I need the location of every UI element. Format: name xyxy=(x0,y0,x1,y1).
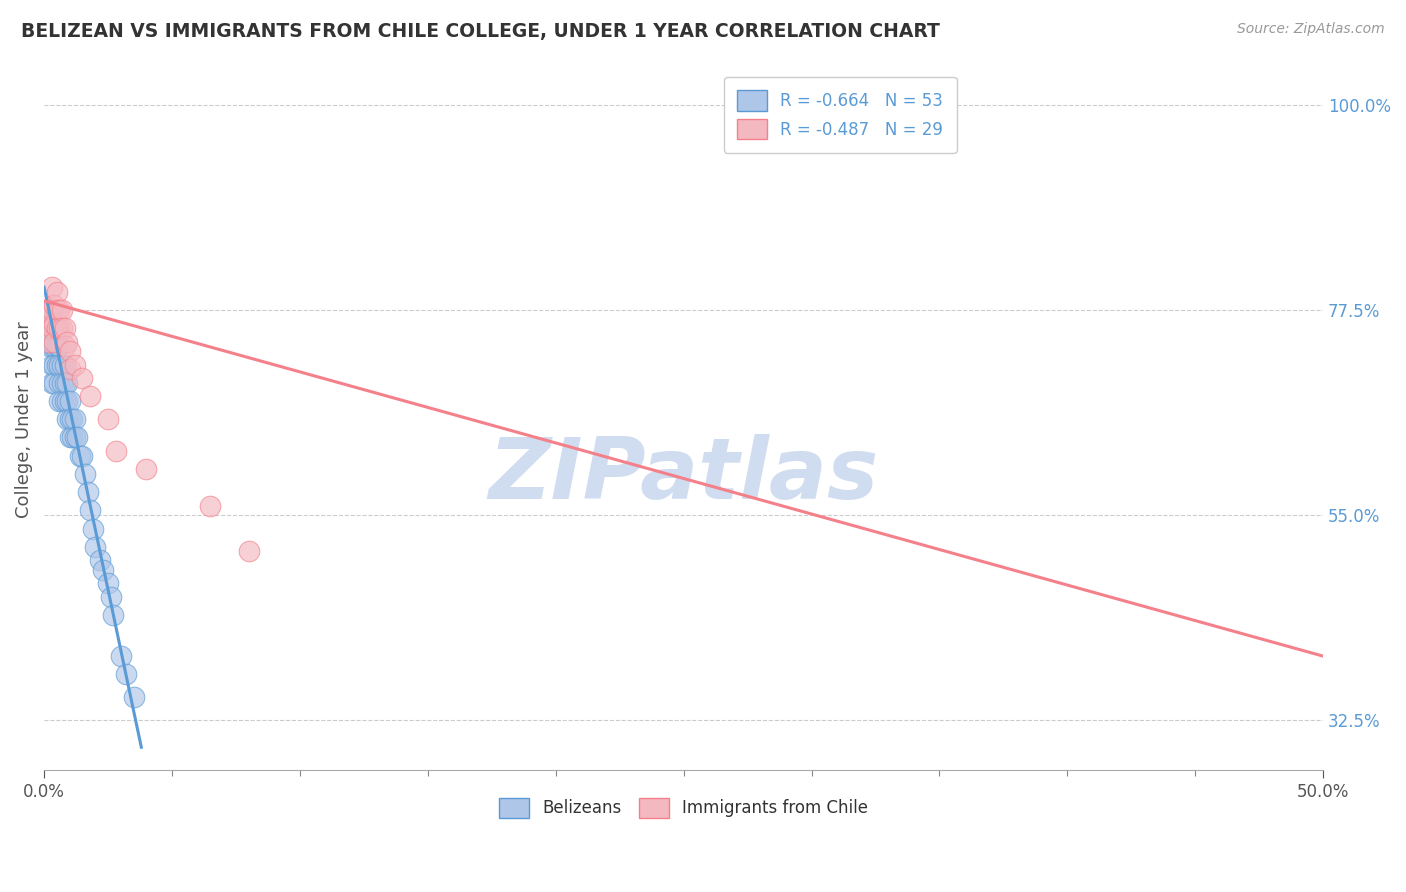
Point xyxy=(53,339,76,353)
Point xyxy=(97,412,120,426)
Point xyxy=(59,430,82,444)
Point xyxy=(45,302,67,317)
Point xyxy=(51,302,73,317)
Point xyxy=(56,376,79,390)
Point xyxy=(48,339,70,353)
Point xyxy=(59,362,82,376)
Point xyxy=(41,376,63,390)
Point xyxy=(44,358,66,372)
Y-axis label: College, Under 1 year: College, Under 1 year xyxy=(15,321,32,517)
Point xyxy=(79,389,101,403)
Point xyxy=(97,576,120,591)
Point xyxy=(51,321,73,335)
Point xyxy=(53,376,76,390)
Point xyxy=(41,302,63,317)
Point xyxy=(44,339,66,353)
Point xyxy=(44,321,66,335)
Point xyxy=(44,334,66,349)
Point xyxy=(91,563,114,577)
Point xyxy=(38,334,60,349)
Point xyxy=(41,321,63,335)
Point xyxy=(104,444,127,458)
Point xyxy=(115,667,138,681)
Point xyxy=(72,371,94,385)
Point xyxy=(45,339,67,353)
Point xyxy=(53,394,76,409)
Point xyxy=(63,412,86,426)
Point xyxy=(73,467,96,481)
Point xyxy=(51,394,73,409)
Point xyxy=(56,412,79,426)
Point xyxy=(53,358,76,372)
Point xyxy=(69,449,91,463)
Point xyxy=(48,302,70,317)
Point xyxy=(41,358,63,372)
Point xyxy=(41,339,63,353)
Point xyxy=(110,649,132,664)
Point xyxy=(44,317,66,331)
Text: BELIZEAN VS IMMIGRANTS FROM CHILE COLLEGE, UNDER 1 YEAR CORRELATION CHART: BELIZEAN VS IMMIGRANTS FROM CHILE COLLEG… xyxy=(21,22,941,41)
Point xyxy=(56,334,79,349)
Point xyxy=(35,321,58,335)
Point xyxy=(122,690,145,705)
Point xyxy=(45,321,67,335)
Point xyxy=(60,412,83,426)
Point xyxy=(38,317,60,331)
Point xyxy=(59,394,82,409)
Point xyxy=(63,430,86,444)
Point xyxy=(82,522,104,536)
Point xyxy=(79,503,101,517)
Point xyxy=(48,376,70,390)
Point xyxy=(59,343,82,358)
Point xyxy=(84,540,107,554)
Point xyxy=(41,302,63,317)
Point xyxy=(100,590,122,604)
Point xyxy=(45,358,67,372)
Point xyxy=(41,321,63,335)
Point xyxy=(60,430,83,444)
Point xyxy=(41,280,63,294)
Point xyxy=(45,285,67,299)
Point xyxy=(51,376,73,390)
Point xyxy=(35,302,58,317)
Point xyxy=(48,358,70,372)
Point xyxy=(38,302,60,317)
Point xyxy=(48,394,70,409)
Point xyxy=(101,608,124,623)
Point xyxy=(76,485,98,500)
Point xyxy=(44,376,66,390)
Point xyxy=(72,449,94,463)
Point xyxy=(48,321,70,335)
Point xyxy=(38,321,60,335)
Legend: Belizeans, Immigrants from Chile: Belizeans, Immigrants from Chile xyxy=(492,791,875,825)
Point xyxy=(35,302,58,317)
Point xyxy=(238,544,260,558)
Text: Source: ZipAtlas.com: Source: ZipAtlas.com xyxy=(1237,22,1385,37)
Point xyxy=(56,394,79,409)
Point xyxy=(89,553,111,567)
Point xyxy=(135,462,157,476)
Point xyxy=(45,321,67,335)
Point xyxy=(51,358,73,372)
Point xyxy=(200,499,222,513)
Point xyxy=(63,358,86,372)
Text: ZIPatlas: ZIPatlas xyxy=(488,434,879,516)
Point xyxy=(53,321,76,335)
Point xyxy=(44,298,66,312)
Point xyxy=(59,412,82,426)
Point xyxy=(38,339,60,353)
Point xyxy=(66,430,89,444)
